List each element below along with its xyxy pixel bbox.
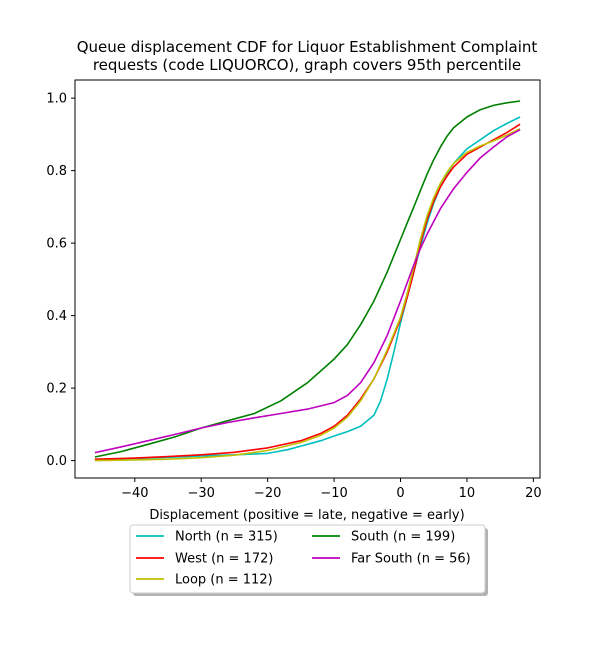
x-axis: −40 −30 −20 −10 0 10 20 <box>121 478 542 501</box>
series-line-3 <box>94 128 521 462</box>
y-tick-label: 0.6 <box>46 237 67 252</box>
legend-label: South (n = 199) <box>351 530 455 545</box>
series-line-4 <box>94 100 521 458</box>
series-line-5 <box>94 128 521 454</box>
legend-items: North (n = 315) West (n = 172) Loop (n = 1… <box>136 530 471 588</box>
y-tick-label: 1.0 <box>46 92 67 107</box>
legend-box <box>129 524 486 594</box>
x-tick-label: −40 <box>121 486 148 501</box>
series-line-1 <box>94 116 521 461</box>
legend-label: Loop (n = 112) <box>175 573 273 588</box>
legend-label: West (n = 172) <box>175 552 273 567</box>
y-tick-label: 0.8 <box>46 164 67 179</box>
legend-label: Far South (n = 56) <box>351 552 471 567</box>
y-tick-label: 0.0 <box>46 454 67 469</box>
x-axis-label: Displacement (positive = late, negative … <box>149 508 464 523</box>
x-tick-label: 10 <box>459 486 476 501</box>
y-axis: 0.0 0.2 0.4 0.6 0.8 1.0 <box>46 92 75 469</box>
x-tick-label: −20 <box>254 486 281 501</box>
x-tick-label: −10 <box>320 486 347 501</box>
legend: North (n = 315) West (n = 172) Loop (n = 1… <box>129 524 488 596</box>
x-tick-label: 20 <box>525 486 542 501</box>
x-tick-label: −30 <box>187 486 214 501</box>
chart-title-line-1: Queue displacement CDF for Liquor Establ… <box>77 38 538 56</box>
plot-lines <box>94 100 521 462</box>
y-tick-label: 0.4 <box>46 309 67 324</box>
plot-frame <box>74 79 541 479</box>
legend-label: North (n = 315) <box>175 530 278 545</box>
y-tick-label: 0.2 <box>46 382 67 397</box>
chart-title-line-2: requests (code LIQUORCO), graph covers 9… <box>93 56 521 74</box>
x-tick-label: 0 <box>396 486 404 501</box>
